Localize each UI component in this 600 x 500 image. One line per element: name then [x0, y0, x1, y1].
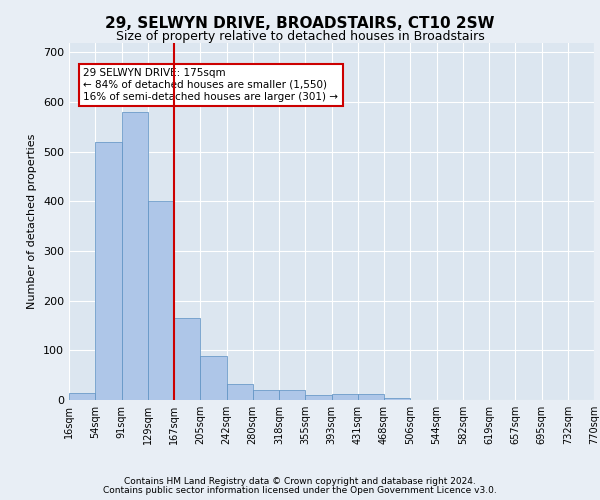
Bar	[384, 398, 410, 400]
Bar	[227, 384, 253, 400]
Text: Contains public sector information licensed under the Open Government Licence v3: Contains public sector information licen…	[103, 486, 497, 495]
Bar	[69, 392, 95, 400]
Bar	[305, 395, 331, 400]
Text: Size of property relative to detached houses in Broadstairs: Size of property relative to detached ho…	[116, 30, 484, 43]
Bar	[253, 390, 279, 400]
Text: 29, SELWYN DRIVE, BROADSTAIRS, CT10 2SW: 29, SELWYN DRIVE, BROADSTAIRS, CT10 2SW	[105, 16, 495, 31]
Bar	[95, 142, 121, 400]
Bar	[358, 394, 384, 400]
Bar	[121, 112, 148, 400]
Bar	[200, 356, 227, 400]
Bar	[331, 394, 358, 400]
Bar	[148, 202, 174, 400]
Text: Contains HM Land Registry data © Crown copyright and database right 2024.: Contains HM Land Registry data © Crown c…	[124, 478, 476, 486]
Y-axis label: Number of detached properties: Number of detached properties	[28, 134, 37, 309]
Bar	[279, 390, 305, 400]
Bar	[174, 318, 200, 400]
Text: 29 SELWYN DRIVE: 175sqm
← 84% of detached houses are smaller (1,550)
16% of semi: 29 SELWYN DRIVE: 175sqm ← 84% of detache…	[83, 68, 338, 102]
